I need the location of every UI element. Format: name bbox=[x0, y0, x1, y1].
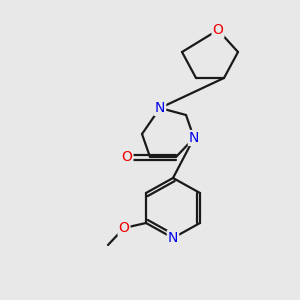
Text: N: N bbox=[189, 131, 199, 145]
Text: O: O bbox=[213, 23, 224, 37]
Text: N: N bbox=[155, 101, 165, 115]
Text: N: N bbox=[168, 231, 178, 245]
Text: O: O bbox=[122, 150, 132, 164]
Text: O: O bbox=[118, 221, 129, 235]
